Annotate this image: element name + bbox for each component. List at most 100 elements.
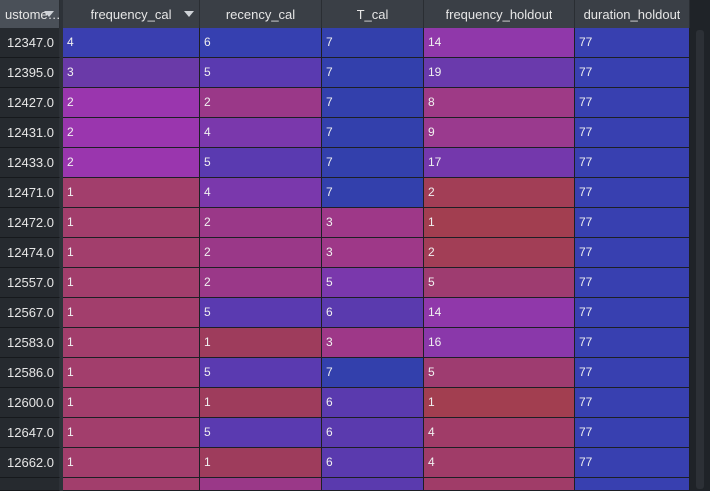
row-index-partial xyxy=(0,478,60,491)
table-cell-recency_cal[interactable]: 4 xyxy=(200,118,322,148)
table-cell-duration_holdout[interactable]: 77 xyxy=(575,28,690,58)
table-cell-frequency_holdout[interactable]: 19 xyxy=(424,58,575,88)
table-cell-frequency_cal[interactable]: 3 xyxy=(63,58,200,88)
index-column: 12347.0 12395.0 12427.0 12431.0 12433.0 12471… xyxy=(0,28,60,491)
row-index: 12647.0 xyxy=(0,418,60,448)
table-cell-duration_holdout[interactable]: 77 xyxy=(575,88,690,118)
table-cell-frequency_holdout[interactable]: 16 xyxy=(424,328,575,358)
row-index: 12427.0 xyxy=(0,88,60,118)
table-cell-frequency_cal[interactable]: 1 xyxy=(63,208,200,238)
table-cell-duration_holdout[interactable]: 77 xyxy=(575,238,690,268)
table-cell-duration_holdout[interactable]: 77 xyxy=(575,118,690,148)
table-cell-duration_holdout[interactable]: 77 xyxy=(575,358,690,388)
table-cell-recency_cal[interactable]: 5 xyxy=(200,358,322,388)
table-cell-recency_cal[interactable]: 2 xyxy=(200,268,322,298)
sort-arrow-icon[interactable] xyxy=(184,11,194,17)
table-cell-frequency_holdout[interactable]: 2 xyxy=(424,238,575,268)
table-cell-frequency_cal[interactable]: 1 xyxy=(63,418,200,448)
table-cell-frequency_holdout[interactable]: 4 xyxy=(424,418,575,448)
table-cell-frequency_holdout[interactable]: 14 xyxy=(424,28,575,58)
table-cell-duration_holdout[interactable]: 77 xyxy=(575,448,690,478)
table-cell-duration_holdout[interactable]: 77 xyxy=(575,148,690,178)
table-cell-duration_holdout[interactable]: 77 xyxy=(575,208,690,238)
table-cell-frequency_cal[interactable]: 1 xyxy=(63,268,200,298)
table-cell-recency_cal[interactable]: 6 xyxy=(200,28,322,58)
table-cell-T_cal[interactable]: 6 xyxy=(322,298,424,328)
column-header-2[interactable]: recency_cal xyxy=(200,0,322,28)
column-header-3[interactable]: T_cal xyxy=(322,0,424,28)
table-cell-recency_cal[interactable]: 2 xyxy=(200,88,322,118)
table-row: 1 2 5 5 77 xyxy=(63,268,690,298)
table-cell-recency_cal[interactable]: 5 xyxy=(200,298,322,328)
table-cell-frequency_holdout[interactable]: 2 xyxy=(424,178,575,208)
table-cell-frequency_holdout[interactable]: 1 xyxy=(424,388,575,418)
table-cell-frequency_cal[interactable]: 1 xyxy=(63,358,200,388)
table-cell-duration_holdout[interactable]: 77 xyxy=(575,418,690,448)
table-cell-partial xyxy=(575,478,690,491)
row-index: 12557.0 xyxy=(0,268,60,298)
table-cell-frequency_holdout[interactable]: 1 xyxy=(424,208,575,238)
row-index: 12586.0 xyxy=(0,358,60,388)
sort-arrow-icon[interactable] xyxy=(44,11,54,17)
table-cell-frequency_holdout[interactable]: 14 xyxy=(424,298,575,328)
table-cell-T_cal[interactable]: 7 xyxy=(322,358,424,388)
table-cell-T_cal[interactable]: 7 xyxy=(322,28,424,58)
table-cell-frequency_cal[interactable]: 1 xyxy=(63,298,200,328)
table-cell-recency_cal[interactable]: 5 xyxy=(200,148,322,178)
table-cell-frequency_holdout[interactable]: 9 xyxy=(424,118,575,148)
table-cell-T_cal[interactable]: 7 xyxy=(322,58,424,88)
table-cell-recency_cal[interactable]: 2 xyxy=(200,208,322,238)
table-cell-T_cal[interactable]: 3 xyxy=(322,238,424,268)
table-cell-T_cal[interactable]: 6 xyxy=(322,448,424,478)
table-cell-T_cal[interactable]: 6 xyxy=(322,418,424,448)
table-cell-frequency_cal[interactable]: 2 xyxy=(63,118,200,148)
column-header-label: recency_cal xyxy=(225,6,296,22)
column-header-label: duration_holdout xyxy=(583,6,681,22)
table-cell-duration_holdout[interactable]: 77 xyxy=(575,178,690,208)
column-header-1[interactable]: frequency_cal xyxy=(63,0,200,28)
table-cell-frequency_cal[interactable]: 1 xyxy=(63,178,200,208)
table-cell-recency_cal[interactable]: 5 xyxy=(200,58,322,88)
table-cell-partial xyxy=(200,478,322,491)
table-cell-recency_cal[interactable]: 5 xyxy=(200,418,322,448)
table-cell-frequency_holdout[interactable]: 17 xyxy=(424,148,575,178)
table-cell-T_cal[interactable]: 7 xyxy=(322,178,424,208)
table-cell-T_cal[interactable]: 5 xyxy=(322,268,424,298)
table-cell-duration_holdout[interactable]: 77 xyxy=(575,328,690,358)
table-cell-recency_cal[interactable]: 1 xyxy=(200,328,322,358)
table-cell-T_cal[interactable]: 7 xyxy=(322,118,424,148)
table-cell-recency_cal[interactable]: 1 xyxy=(200,388,322,418)
column-header-5[interactable]: duration_holdout xyxy=(575,0,690,28)
table-cell-T_cal[interactable]: 7 xyxy=(322,88,424,118)
table-cell-frequency_cal[interactable]: 1 xyxy=(63,238,200,268)
table-cell-duration_holdout[interactable]: 77 xyxy=(575,58,690,88)
table-cell-frequency_cal[interactable]: 1 xyxy=(63,448,200,478)
table-cell-frequency_holdout[interactable]: 5 xyxy=(424,268,575,298)
vertical-scrollbar[interactable] xyxy=(690,28,710,491)
table-cell-frequency_holdout[interactable]: 5 xyxy=(424,358,575,388)
table-cell-duration_holdout[interactable]: 77 xyxy=(575,268,690,298)
data-cells: 4 6 7 14 77 3 5 7 19 77 2 2 7 8 77 2 4 7 9 77 2 5 7 17 77 1 4 7 2 77 1… xyxy=(63,28,690,491)
table-cell-frequency_cal[interactable]: 2 xyxy=(63,148,200,178)
table-cell-frequency_cal[interactable]: 2 xyxy=(63,88,200,118)
column-header-4[interactable]: frequency_holdout xyxy=(424,0,575,28)
column-header-label: frequency_holdout xyxy=(445,6,553,22)
table-cell-frequency_cal[interactable]: 1 xyxy=(63,388,200,418)
table-cell-frequency_cal[interactable]: 1 xyxy=(63,328,200,358)
column-header-0[interactable]: ustome… xyxy=(0,0,60,28)
table-cell-frequency_holdout[interactable]: 4 xyxy=(424,448,575,478)
table-cell-recency_cal[interactable]: 4 xyxy=(200,178,322,208)
table-cell-frequency_cal[interactable]: 4 xyxy=(63,28,200,58)
table-cell-duration_holdout[interactable]: 77 xyxy=(575,298,690,328)
table-cell-T_cal[interactable]: 7 xyxy=(322,148,424,178)
table-cell-recency_cal[interactable]: 1 xyxy=(200,448,322,478)
table-cell-T_cal[interactable]: 6 xyxy=(322,388,424,418)
table-cell-frequency_holdout[interactable]: 8 xyxy=(424,88,575,118)
table-cell-recency_cal[interactable]: 2 xyxy=(200,238,322,268)
table-cell-T_cal[interactable]: 3 xyxy=(322,208,424,238)
scrollbar-thumb[interactable] xyxy=(696,30,704,489)
table-cell-T_cal[interactable]: 3 xyxy=(322,328,424,358)
row-index: 12471.0 xyxy=(0,178,60,208)
table-row: 1 5 7 5 77 xyxy=(63,358,690,388)
table-cell-duration_holdout[interactable]: 77 xyxy=(575,388,690,418)
